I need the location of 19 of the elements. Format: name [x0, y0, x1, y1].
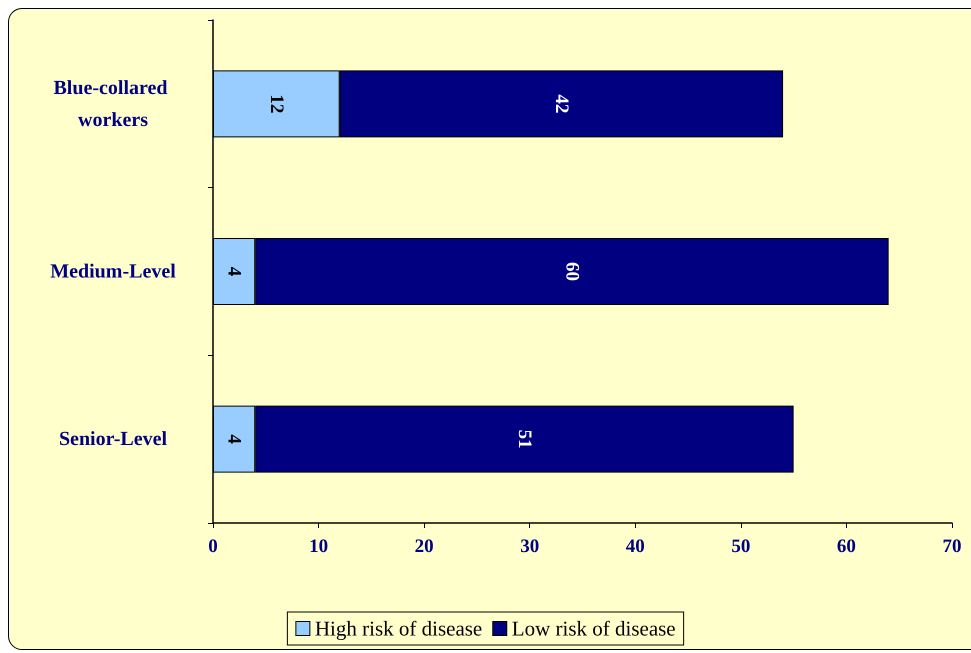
- x-tick-label: 10: [309, 536, 328, 557]
- data-label: 42: [550, 94, 572, 114]
- x-tick-label: 30: [520, 536, 540, 557]
- x-tick-label: 50: [731, 536, 750, 557]
- x-tick-label: 20: [414, 536, 434, 557]
- x-tick-label: 60: [836, 536, 856, 557]
- data-label: 51: [514, 430, 535, 449]
- data-label: 60: [561, 262, 582, 281]
- legend-label: Low risk of disease: [512, 616, 676, 640]
- x-tick-label: 70: [942, 536, 962, 557]
- x-tick-label: 0: [208, 536, 218, 557]
- y-tick-label: Medium-Level: [50, 260, 176, 282]
- x-tick-label: 40: [626, 536, 645, 557]
- y-tick-label: Senior-Level: [58, 428, 168, 450]
- y-tick-label: Blue-collared workers: [53, 76, 173, 131]
- data-label: 4: [224, 266, 245, 277]
- data-label: 4: [224, 434, 245, 444]
- data-label: 12: [266, 94, 287, 114]
- legend-label: High risk of disease: [314, 616, 482, 640]
